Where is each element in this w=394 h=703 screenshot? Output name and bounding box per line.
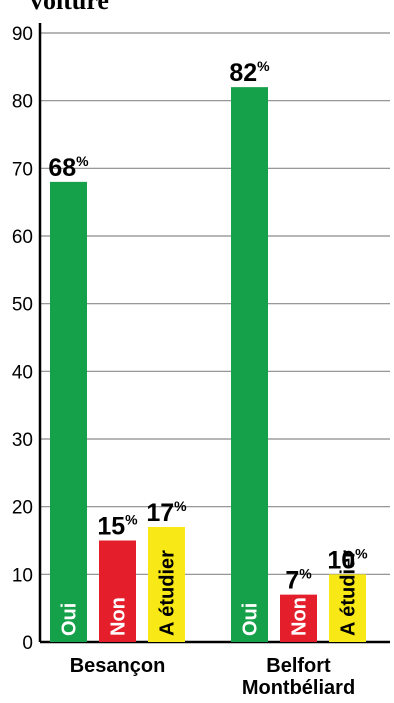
bar xyxy=(329,574,366,642)
bar-value-label: 68% xyxy=(48,153,89,182)
bar-value-label: 82% xyxy=(229,58,270,87)
bar-category-label: Oui xyxy=(240,603,262,636)
group-label: Montbéliard xyxy=(242,677,355,698)
bar xyxy=(280,594,317,642)
y-tick-label: 30 xyxy=(12,430,33,451)
bar xyxy=(50,181,87,642)
y-tick-label: 40 xyxy=(12,362,33,383)
group-label: Besançon xyxy=(70,655,166,677)
bar-value-label: 17% xyxy=(146,498,187,527)
percent-sign: % xyxy=(257,58,270,74)
y-tick-label: 10 xyxy=(12,565,33,586)
bar xyxy=(231,87,268,643)
bar-category-label: A étudier xyxy=(338,550,360,636)
bar-value-label: 15% xyxy=(97,512,138,541)
chart-title-fragment: voiture xyxy=(30,0,109,15)
y-tick-label: 70 xyxy=(12,159,33,180)
percent-sign: % xyxy=(174,498,187,514)
bar-value-label: 10% xyxy=(327,545,368,574)
percent-sign: % xyxy=(125,512,138,528)
y-tick-label: 0 xyxy=(22,633,33,654)
bar-category-label: Non xyxy=(108,597,130,636)
group-label: Belfort xyxy=(266,655,331,677)
bar-category-label: Non xyxy=(289,597,311,636)
y-tick-label: 60 xyxy=(12,227,33,248)
bar-category-label: Oui xyxy=(59,603,81,636)
percent-sign: % xyxy=(76,153,89,169)
bar xyxy=(99,540,136,642)
bar-category-label: A étudier xyxy=(157,550,179,636)
percent-sign: % xyxy=(299,566,312,582)
y-tick-label: 50 xyxy=(12,295,33,316)
bar xyxy=(148,526,185,642)
bar-value-label: 7% xyxy=(285,566,312,595)
y-tick-label: 80 xyxy=(12,92,33,113)
percent-sign: % xyxy=(355,545,368,561)
y-tick-label: 90 xyxy=(12,24,33,45)
y-tick-label: 20 xyxy=(12,498,33,519)
